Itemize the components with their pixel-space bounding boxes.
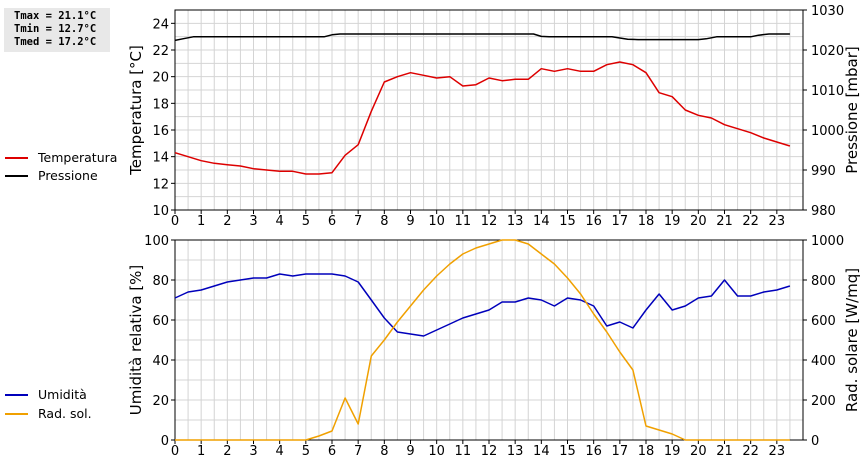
x-tick-label: 15 bbox=[559, 444, 576, 459]
x-tick-label: 17 bbox=[612, 214, 629, 229]
y2-tick-label: 1000 bbox=[811, 234, 844, 249]
x-tick-label: 21 bbox=[716, 214, 733, 229]
x-tick-label: 11 bbox=[455, 214, 472, 229]
legend-label: Rad. sol. bbox=[38, 406, 92, 421]
x-tick-label: 9 bbox=[406, 214, 414, 229]
y2-tick-label: 1020 bbox=[811, 44, 844, 59]
x-tick-label: 12 bbox=[481, 444, 498, 459]
x-tick-label: 18 bbox=[638, 444, 655, 459]
y2-tick-label: 200 bbox=[811, 394, 836, 409]
x-tick-label: 12 bbox=[481, 214, 498, 229]
stats-box: Tmax = 21.1°C Tmin = 12.7°C Tmed = 17.2°… bbox=[4, 8, 110, 52]
y-tick-label: 60 bbox=[152, 314, 169, 329]
x-tick-label: 20 bbox=[690, 214, 707, 229]
legend-label: Temperatura bbox=[37, 150, 117, 165]
x-tick-label: 16 bbox=[585, 444, 602, 459]
x-tick-label: 4 bbox=[276, 444, 284, 459]
chart-panel-2: 0 1 2 3 4 5 6 7 8 9 10 11 12 13 14 15 16 17 18 19 20 21 22 2302… bbox=[5, 234, 860, 459]
x-tick-label: 11 bbox=[455, 444, 472, 459]
y2-tick-label: 1030 bbox=[811, 4, 844, 19]
y2-tick-label: 1000 bbox=[811, 124, 844, 139]
x-tick-label: 20 bbox=[690, 444, 707, 459]
y-tick-label: 100 bbox=[144, 234, 169, 249]
x-tick-label: 23 bbox=[769, 444, 786, 459]
series-line-pressione bbox=[174, 33, 790, 42]
series-line-rad-sol bbox=[175, 239, 790, 441]
x-tick-label: 0 bbox=[171, 444, 179, 459]
x-tick-label: 6 bbox=[328, 214, 336, 229]
x-tick-label: 5 bbox=[302, 214, 310, 229]
x-tick-label: 14 bbox=[533, 444, 550, 459]
y-tick-label: 18 bbox=[152, 97, 169, 112]
y-tick-label: 22 bbox=[152, 44, 169, 59]
x-tick-label: 7 bbox=[354, 214, 362, 229]
x-tick-label: 18 bbox=[638, 214, 655, 229]
x-tick-label: 23 bbox=[769, 214, 786, 229]
y-tick-label: 20 bbox=[152, 394, 169, 409]
y-tick-label: 24 bbox=[152, 17, 169, 32]
y2-tick-label: 0 bbox=[811, 434, 819, 449]
x-tick-label: 19 bbox=[664, 444, 681, 459]
x-tick-label: 4 bbox=[276, 214, 284, 229]
x-tick-label: 14 bbox=[533, 214, 550, 229]
x-tick-label: 7 bbox=[354, 444, 362, 459]
x-tick-label: 5 bbox=[302, 444, 310, 459]
x-tick-label: 8 bbox=[380, 214, 388, 229]
x-tick-label: 10 bbox=[428, 444, 445, 459]
x-tick-label: 1 bbox=[197, 444, 205, 459]
y2-tick-label: 1010 bbox=[811, 84, 844, 99]
x-tick-label: 1 bbox=[197, 214, 205, 229]
x-tick-label: 19 bbox=[664, 214, 681, 229]
x-tick-label: 6 bbox=[328, 444, 336, 459]
tmin-label: Tmin = 12.7°C bbox=[14, 23, 97, 35]
x-tick-label: 22 bbox=[742, 214, 759, 229]
x-tick-label: 17 bbox=[612, 444, 629, 459]
y-tick-label: 16 bbox=[152, 124, 169, 139]
y-tick-label: 0 bbox=[161, 434, 169, 449]
x-tick-label: 3 bbox=[249, 444, 257, 459]
x-tick-label: 9 bbox=[406, 444, 414, 459]
series-line-umidit bbox=[174, 273, 791, 337]
x-tick-label: 0 bbox=[171, 214, 179, 229]
y-tick-label: 12 bbox=[152, 177, 169, 192]
y-tick-label: 40 bbox=[152, 354, 169, 369]
x-tick-label: 2 bbox=[223, 214, 231, 229]
y2-tick-label: 980 bbox=[811, 204, 836, 219]
tmed-label: Tmed = 17.2°C bbox=[14, 36, 97, 48]
x-tick-label: 15 bbox=[559, 214, 576, 229]
tmax-label: Tmax = 21.1°C bbox=[14, 10, 97, 22]
grid bbox=[175, 10, 803, 210]
y2-axis-label: Pressione [mbar] bbox=[843, 46, 860, 174]
series-line-temperatura bbox=[174, 61, 791, 175]
y-axis-label: Temperatura [°C] bbox=[127, 45, 145, 176]
x-tick-label: 2 bbox=[223, 444, 231, 459]
x-tick-label: 22 bbox=[742, 444, 759, 459]
legend-label: Umidità bbox=[38, 387, 87, 402]
y-axis-label: Umidità relativa [%] bbox=[127, 265, 145, 416]
y-tick-label: 14 bbox=[152, 151, 169, 166]
legend-label: Pressione bbox=[38, 168, 98, 183]
y2-tick-label: 600 bbox=[811, 314, 836, 329]
x-tick-label: 8 bbox=[380, 444, 388, 459]
x-tick-label: 21 bbox=[716, 444, 733, 459]
x-tick-label: 13 bbox=[507, 444, 524, 459]
y2-tick-label: 400 bbox=[811, 354, 836, 369]
y2-tick-label: 990 bbox=[811, 164, 836, 179]
grid bbox=[175, 240, 803, 440]
y2-tick-label: 800 bbox=[811, 274, 836, 289]
x-tick-label: 3 bbox=[249, 214, 257, 229]
y2-axis-label: Rad. solare [W/mq] bbox=[843, 268, 860, 412]
y-tick-label: 20 bbox=[152, 71, 169, 86]
x-tick-label: 13 bbox=[507, 214, 524, 229]
x-tick-label: 16 bbox=[585, 214, 602, 229]
y-tick-label: 80 bbox=[152, 274, 169, 289]
chart-panel-1: 0 1 2 3 4 5 6 7 8 9 10 11 12 13 14 15 16 17 18 19 20 21 22 2310… bbox=[5, 4, 860, 229]
y-tick-label: 10 bbox=[152, 204, 169, 219]
x-tick-label: 10 bbox=[428, 214, 445, 229]
